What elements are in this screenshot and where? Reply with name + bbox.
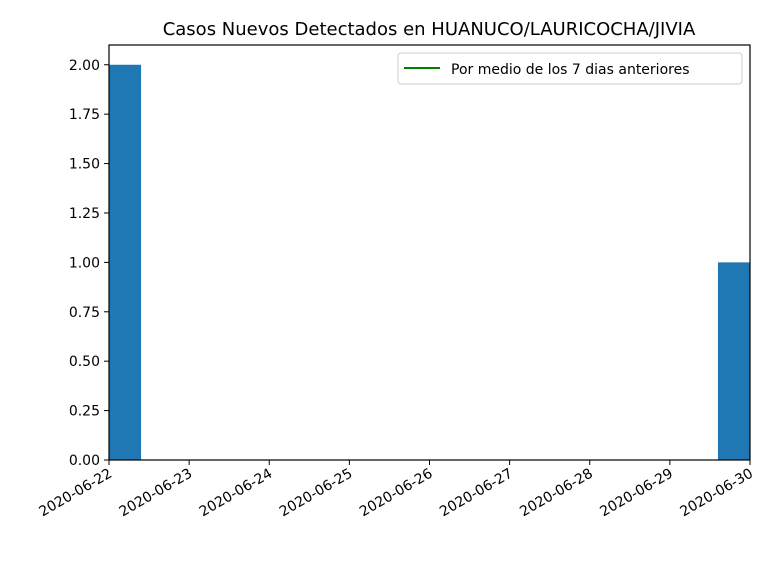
- x-tick-label: 2020-06-22: [37, 466, 115, 521]
- legend: Por medio de los 7 dias anteriores: [397, 52, 743, 85]
- y-tick-label: 1.50: [69, 157, 100, 173]
- y-tick-label: 0.75: [69, 305, 100, 321]
- y-tick-label: 0.50: [69, 354, 100, 370]
- x-tick-label: 2020-06-24: [197, 466, 276, 521]
- legend-box: [397, 52, 743, 85]
- y-tick-label: 1.00: [69, 255, 100, 271]
- x-tick-label: 2020-06-23: [117, 466, 195, 521]
- y-tick-label: 2.00: [69, 58, 100, 74]
- chart-title: Casos Nuevos Detectados en HUANUCO/LAURI…: [163, 19, 696, 40]
- x-tick-label: 2020-06-27: [437, 466, 515, 521]
- plot-frame: [108, 44, 751, 461]
- x-tick-label: 2020-06-29: [597, 466, 675, 521]
- legend-label: Por medio de los 7 dias anteriores: [451, 62, 690, 78]
- y-tick-label: 1.25: [69, 206, 100, 222]
- bar-2020-06-22: [109, 64, 142, 460]
- bar-2020-06-30: [717, 262, 750, 460]
- y-tick-label: 1.75: [69, 107, 100, 123]
- y-axis: 0.00 0.25 0.50 0.75 1.00 1.25 1.50 1.75 2.00: [69, 58, 109, 469]
- y-tick-label: 0.00: [69, 453, 100, 469]
- x-tick-label: 2020-06-30: [678, 466, 756, 521]
- x-axis: 2020-06-22 2020-06-23 2020-06-24 2020-06-25…: [37, 460, 756, 520]
- x-tick-label: 2020-06-28: [517, 466, 595, 521]
- bars-layer: [109, 64, 750, 460]
- x-tick-label: 2020-06-25: [277, 466, 355, 521]
- y-tick-label: 0.25: [69, 404, 100, 420]
- x-tick-label: 2020-06-26: [357, 466, 436, 521]
